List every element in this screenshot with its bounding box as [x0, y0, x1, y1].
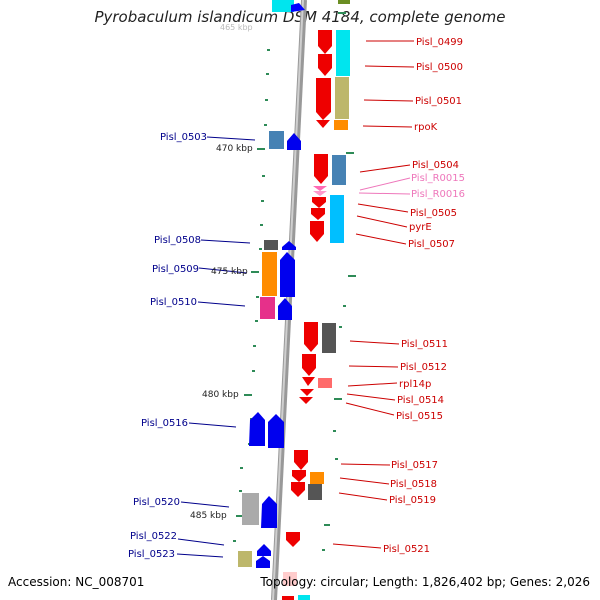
gene-glyph-pisl-0509[interactable] [262, 252, 277, 296]
gene-glyph[interactable] [308, 484, 322, 500]
gene-glyph-pisl-0500[interactable] [318, 54, 332, 76]
gene-label-pisl-0516[interactable]: Pisl_0516 [141, 418, 188, 429]
gene-glyph[interactable] [261, 496, 277, 528]
gene-labels: Pisl_0499 Pisl_0500 Pisl_0501 rpoK Pisl_… [128, 37, 465, 560]
gene-glyph-pisl-r0016[interactable] [313, 191, 327, 196]
gene-glyph[interactable] [338, 0, 350, 4]
gene-glyph[interactable] [268, 414, 284, 448]
gene-glyph-pyre[interactable] [311, 208, 325, 220]
gene-label-pisl-0499[interactable]: Pisl_0499 [416, 37, 463, 48]
gene-glyph[interactable] [256, 556, 270, 568]
gene-label-pisl-0523[interactable]: Pisl_0523 [128, 549, 175, 560]
gene-label-pisl-0518[interactable]: Pisl_0518 [390, 479, 437, 490]
gene-glyph-pisl-0508[interactable] [264, 240, 278, 250]
gene-glyph-pisl-0504[interactable] [314, 154, 328, 184]
gene-glyph[interactable] [330, 195, 344, 243]
gene-glyph-pisl-0507[interactable] [310, 221, 324, 242]
scale-label-480: 480 kbp [202, 390, 239, 400]
scale-label-475: 475 kbp [211, 267, 248, 277]
gene-label-pisl-0508[interactable]: Pisl_0508 [154, 235, 201, 246]
scale-labels: 470 kbp 475 kbp 480 kbp 485 kbp [190, 144, 253, 521]
gene-glyph-pisl-0514[interactable] [300, 389, 314, 396]
gene-glyph-pisl-r0015[interactable] [313, 186, 327, 191]
gene-glyph-pisl-0519[interactable] [291, 482, 305, 497]
gene-glyph[interactable] [318, 378, 332, 388]
faded-scale-label: 465 kbp [220, 23, 253, 32]
gene-glyph-rpok[interactable] [316, 120, 330, 128]
gene-label-pisl-0510[interactable]: Pisl_0510 [150, 297, 197, 308]
gene-glyph-pisl-0516[interactable] [249, 412, 265, 446]
gene-label-pisl-0514[interactable]: Pisl_0514 [397, 395, 444, 406]
genome-backbone-highlight [272, 0, 304, 600]
gene-label-pyre[interactable]: pyrE [409, 222, 432, 233]
gene-label-pisl-0501[interactable]: Pisl_0501 [415, 96, 462, 107]
reverse-genes [238, 131, 301, 568]
forward-genes [272, 0, 350, 600]
gene-glyph[interactable] [334, 120, 348, 130]
gene-glyph-pisl-0518[interactable] [292, 470, 306, 482]
gene-glyph[interactable] [280, 252, 295, 297]
gene-label-pisl-0515[interactable]: Pisl_0515 [396, 411, 443, 422]
gene-glyph-pisl-0501[interactable] [316, 78, 331, 120]
gene-glyph[interactable] [298, 595, 310, 600]
gene-label-rpl14p[interactable]: rpl14p [399, 379, 431, 390]
gene-label-pisl-0503[interactable]: Pisl_0503 [160, 132, 207, 143]
gene-label-pisl-0504[interactable]: Pisl_0504 [412, 160, 459, 171]
gene-glyph[interactable] [272, 0, 294, 12]
gene-glyph[interactable] [335, 77, 349, 119]
gene-label-pisl-0521[interactable]: Pisl_0521 [383, 544, 430, 555]
gene-label-pisl-0511[interactable]: Pisl_0511 [401, 339, 448, 350]
gene-glyph[interactable] [282, 596, 294, 600]
gene-label-pisl-0507[interactable]: Pisl_0507 [408, 239, 455, 250]
gene-glyph-pisl-0512[interactable] [302, 354, 316, 376]
gene-label-rpok[interactable]: rpoK [414, 122, 438, 133]
accession-label: Accession: NC_008701 [8, 575, 145, 589]
gene-glyph[interactable] [287, 133, 301, 150]
gene-label-pisl-0520[interactable]: Pisl_0520 [133, 497, 180, 508]
gene-label-pisl-0512[interactable]: Pisl_0512 [400, 362, 447, 373]
gene-glyph-pisl-0510[interactable] [260, 297, 275, 319]
leader-lines [176, 40, 415, 558]
gene-glyph[interactable] [322, 323, 336, 353]
gene-glyph[interactable] [291, 3, 305, 12]
gene-glyph-pisl-0515[interactable] [299, 397, 313, 404]
gene-glyph[interactable] [282, 241, 296, 250]
gene-label-pisl-r0016[interactable]: Pisl_R0016 [411, 189, 465, 200]
gene-label-pisl-r0015[interactable]: Pisl_R0015 [411, 173, 465, 184]
gene-label-pisl-0500[interactable]: Pisl_0500 [416, 62, 463, 73]
gene-label-pisl-0505[interactable]: Pisl_0505 [410, 208, 457, 219]
gene-glyph-pisl-0522[interactable] [257, 544, 271, 556]
gene-glyph-rpl14p[interactable] [302, 377, 315, 386]
gene-label-pisl-0509[interactable]: Pisl_0509 [152, 264, 199, 275]
gene-label-pisl-0519[interactable]: Pisl_0519 [389, 495, 436, 506]
gene-glyph[interactable] [278, 298, 292, 320]
gene-glyph[interactable] [332, 155, 346, 185]
gene-glyph[interactable] [336, 30, 350, 52]
gene-glyph-pisl-0520[interactable] [242, 493, 259, 525]
gene-glyph-pisl-0505[interactable] [312, 197, 326, 208]
gene-label-pisl-0517[interactable]: Pisl_0517 [391, 460, 438, 471]
genome-summary: Topology: circular; Length: 1,826,402 bp… [260, 575, 590, 589]
scale-label-485: 485 kbp [190, 511, 227, 521]
gene-label-pisl-0522[interactable]: Pisl_0522 [130, 531, 177, 542]
genome-title: Pyrobaculum islandicum DSM 4184, complet… [94, 8, 506, 26]
gene-glyph[interactable] [283, 572, 297, 586]
gene-glyph-pisl-0499[interactable] [318, 30, 332, 54]
scale-label-470: 470 kbp [216, 144, 253, 154]
gene-glyph-pisl-0521[interactable] [286, 532, 300, 547]
gene-glyph[interactable] [310, 472, 324, 484]
gene-glyph-pisl-0511[interactable] [304, 322, 318, 352]
gene-glyph-pisl-0523[interactable] [238, 551, 252, 567]
gene-glyph-pisl-0517[interactable] [294, 450, 308, 470]
gene-glyph[interactable] [336, 52, 350, 76]
gene-glyph-pisl-0503[interactable] [269, 131, 284, 149]
